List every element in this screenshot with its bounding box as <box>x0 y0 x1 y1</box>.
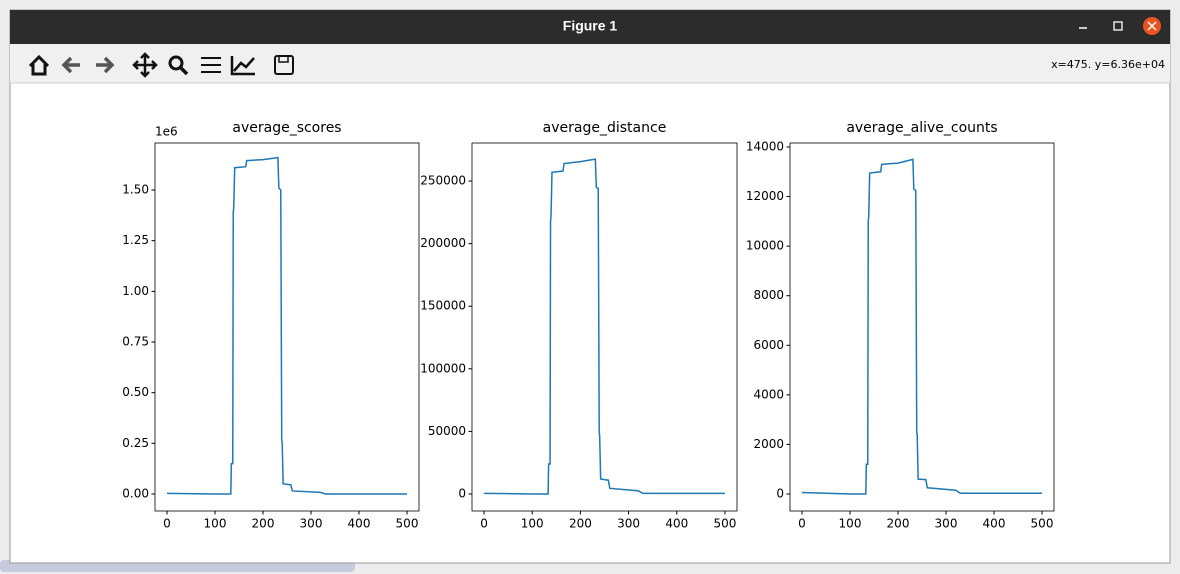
y-tick-label: 1.50 <box>122 183 149 197</box>
close-icon <box>1147 21 1157 31</box>
status-text: x=475. y=6.36e+04 <box>1051 58 1165 71</box>
y-tick-label: 1.25 <box>122 233 149 247</box>
x-tick-label: 300 <box>935 517 958 531</box>
zoom-handle <box>178 65 189 76</box>
y-tick-label: 14000 <box>746 139 784 153</box>
x-tick-label: 200 <box>887 517 910 531</box>
y-tick-label: 10000 <box>746 239 784 253</box>
configure-button[interactable] <box>201 57 221 73</box>
x-tick-label: 0 <box>163 517 171 531</box>
y-tick-label: 0.00 <box>122 486 149 500</box>
x-tick-label: 300 <box>300 517 323 531</box>
x-tick-label: 400 <box>983 517 1006 531</box>
home-button[interactable] <box>28 54 50 76</box>
y-tick-label: 0.75 <box>122 334 149 348</box>
y-tick-label: 50000 <box>428 424 466 438</box>
line <box>801 158 1042 495</box>
save-icon <box>278 55 289 63</box>
x-tick-label: 400 <box>665 517 688 531</box>
y-tick-label: 8000 <box>753 288 784 302</box>
x-tick-label: 100 <box>521 517 544 531</box>
line <box>166 156 407 495</box>
y-tick-label: 1.00 <box>122 284 149 298</box>
y-tick-label: 0.50 <box>122 385 149 399</box>
y-tick-label: 200000 <box>420 236 466 250</box>
y-tick-label: 150000 <box>420 299 466 313</box>
edit-axis-button[interactable] <box>230 56 255 76</box>
y-tick-label: 0.25 <box>122 436 149 450</box>
y-tick-label: 6000 <box>753 338 784 352</box>
chart-title: average_scores <box>232 120 341 136</box>
x-tick-label: 300 <box>617 517 640 531</box>
x-tick-label: 500 <box>714 517 737 531</box>
y-tick-label: 4000 <box>753 387 784 401</box>
axes-frame <box>154 142 420 512</box>
y-offset-label: 1e6 <box>155 125 178 139</box>
y-tick-label: 250000 <box>420 174 466 188</box>
pan-button[interactable] <box>132 52 158 78</box>
y-tick-label: 100000 <box>420 361 466 375</box>
title-bar <box>10 10 1170 44</box>
x-tick-label: 200 <box>569 517 592 531</box>
x-tick-label: 0 <box>480 517 488 531</box>
y-tick-label: 0 <box>458 486 466 500</box>
axes-frame <box>471 142 738 512</box>
y-tick-label: 2000 <box>753 437 784 451</box>
x-tick-label: 400 <box>348 517 371 531</box>
toolbar-icons <box>28 52 294 78</box>
x-tick-label: 200 <box>252 517 275 531</box>
x-tick-label: 0 <box>798 517 806 531</box>
axes-frame <box>789 142 1055 512</box>
maximize-button[interactable] <box>1113 21 1123 31</box>
x-tick-label: 500 <box>1031 517 1054 531</box>
zoom-button[interactable] <box>168 55 184 71</box>
toolbar <box>10 44 1170 83</box>
x-tick-label: 100 <box>839 517 862 531</box>
y-tick-label: 12000 <box>746 189 784 203</box>
chart-title: average_distance <box>543 120 667 136</box>
chart-title: average_alive_counts <box>846 120 997 136</box>
forward-button[interactable] <box>96 56 115 74</box>
back-button[interactable] <box>61 56 80 74</box>
x-tick-label: 500 <box>396 517 419 531</box>
y-tick-label: 0 <box>776 486 784 500</box>
window-title: Figure 1 <box>563 18 618 34</box>
window <box>9 9 1171 564</box>
line <box>484 158 725 495</box>
x-tick-label: 100 <box>204 517 227 531</box>
